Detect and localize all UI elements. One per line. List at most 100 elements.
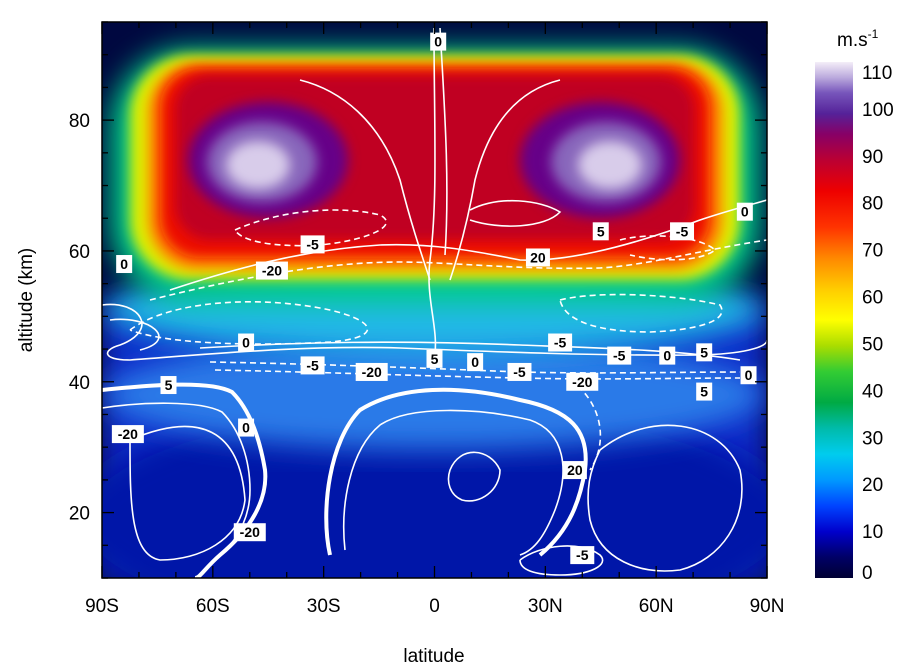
colorbar-tick-label: 70 (862, 241, 883, 262)
contour-label-text: 5 (431, 351, 439, 367)
contour-label-text: -5 (576, 547, 589, 563)
y-axis-title: altitude (km) (16, 248, 37, 353)
contour-label-box (255, 261, 288, 280)
contour-label: -5 (300, 356, 325, 375)
contour-label: -20 (255, 261, 288, 280)
y-tick-label: 40 (69, 373, 90, 394)
contour-label-text: 5 (597, 223, 605, 239)
contour-label: -5 (300, 235, 325, 254)
contour-label-box (233, 523, 266, 542)
contour-label-text: 20 (567, 462, 583, 478)
x-tick-label: 30N (528, 596, 563, 617)
contour-label-box (426, 349, 443, 368)
contour-label-text: -20 (362, 364, 382, 380)
contour-label-text: 20 (530, 249, 546, 265)
contour-label-box (238, 333, 255, 352)
contour-label-box (566, 372, 599, 391)
contour-label-box (548, 333, 573, 352)
contour-label: 0 (467, 353, 484, 372)
contour-label: -20 (233, 523, 266, 542)
contour-label-box (659, 346, 676, 365)
contour-label: 5 (592, 222, 609, 241)
y-tick-label: 60 (69, 242, 90, 263)
contour-label-box (670, 222, 695, 241)
contour-label-text: -20 (118, 426, 138, 442)
contour-label-box (300, 235, 325, 254)
contour-label-box (525, 248, 550, 267)
contour-label-text: -5 (613, 348, 626, 364)
contour-label: 5 (160, 376, 177, 395)
y-tick-label: 80 (69, 111, 90, 132)
colorbar-gradient (815, 62, 853, 578)
contour-label-box (355, 362, 388, 381)
x-tick-labels: 90S 60S 30S 0 30N 60N 90N (85, 596, 784, 617)
contour-label-text: 5 (700, 384, 708, 400)
contour-label-box (238, 418, 255, 437)
contour-label-box (696, 382, 713, 401)
contour-label: -5 (670, 222, 695, 241)
colorbar-tick-label: 80 (862, 194, 883, 215)
contour-label: 0 (659, 346, 676, 365)
contour-label-text: -20 (572, 374, 592, 390)
colorbar-tick-label: 100 (862, 100, 894, 121)
contour-label-text: -5 (676, 223, 689, 239)
contour-label-text: -5 (306, 357, 319, 373)
colorbar-unit: m.s-1 (837, 27, 879, 51)
contour-label: 0 (430, 32, 447, 51)
contour-label-text: -5 (306, 236, 319, 252)
x-tick-label: 90N (750, 596, 785, 617)
contour-label-text: 0 (663, 348, 671, 364)
contour-label: -20 (355, 362, 388, 381)
y-tick-label: 20 (69, 504, 90, 525)
contour-label-box (592, 222, 609, 241)
contour-label: -5 (570, 546, 595, 565)
contour-label-box (740, 366, 757, 385)
x-tick-label: 30S (307, 596, 341, 617)
colorbar-tick-label: 20 (862, 475, 883, 496)
x-tick-label: 60S (196, 596, 230, 617)
contour-label-text: 5 (165, 377, 173, 393)
contour-label: 0 (736, 202, 753, 221)
contour-label-box (507, 362, 532, 381)
colorbar-labels: 0 10 20 30 40 50 60 70 80 90 100 110 (862, 63, 894, 584)
contour-label-box (111, 425, 144, 444)
colorbar-tick-label: 40 (862, 381, 883, 402)
contour-label-text: -20 (240, 524, 260, 540)
colorbar: 0 10 20 30 40 50 60 70 80 90 100 110 m.s-1 (815, 27, 894, 584)
contour-label-box (116, 255, 133, 274)
contour-label-text: 0 (741, 204, 749, 220)
colorbar-tick-label: 50 (862, 334, 883, 355)
y-tick-labels: 20 40 60 80 (69, 111, 90, 524)
contour-label-text: -20 (262, 263, 282, 279)
contour-label-text: 5 (700, 344, 708, 360)
colorbar-tick-label: 0 (862, 563, 873, 584)
contour-label-text: -5 (554, 335, 567, 351)
contour-label-box (467, 353, 484, 372)
contour-label: 5 (696, 343, 713, 362)
x-axis-title: latitude (403, 646, 464, 667)
contour-label: -5 (607, 346, 632, 365)
contour-label-box (562, 461, 587, 480)
colorbar-tick-label: 60 (862, 288, 883, 309)
contour-labels: 0 0 5 -5 -5 0 -20 20 0 -5 5 0 -5 -20 -5 -5 0 5 0 -20 5 5 0 -20 2… (111, 32, 757, 565)
contour-label: -20 (111, 425, 144, 444)
x-tick-label: 60N (639, 596, 674, 617)
contour-label: -5 (548, 333, 573, 352)
contour-label: -5 (507, 362, 532, 381)
colorbar-tick-label: 110 (862, 63, 892, 84)
contour-label: 5 (696, 382, 713, 401)
contour-label: 0 (238, 418, 255, 437)
contour-label-text: 0 (242, 335, 250, 351)
colorbar-tick-label: 10 (862, 522, 883, 543)
colorbar-tick-label: 30 (862, 428, 883, 449)
x-tick-label: 0 (429, 596, 440, 617)
contour-label-box (696, 343, 713, 362)
contour-label-box (736, 202, 753, 221)
contour-label-text: 0 (745, 367, 753, 383)
colorbar-tick-label: 90 (862, 147, 883, 168)
contour-label: 5 (426, 349, 443, 368)
axis-ticks (101, 21, 768, 579)
contour-label-box (570, 546, 595, 565)
contour-label-text: 0 (120, 256, 128, 272)
